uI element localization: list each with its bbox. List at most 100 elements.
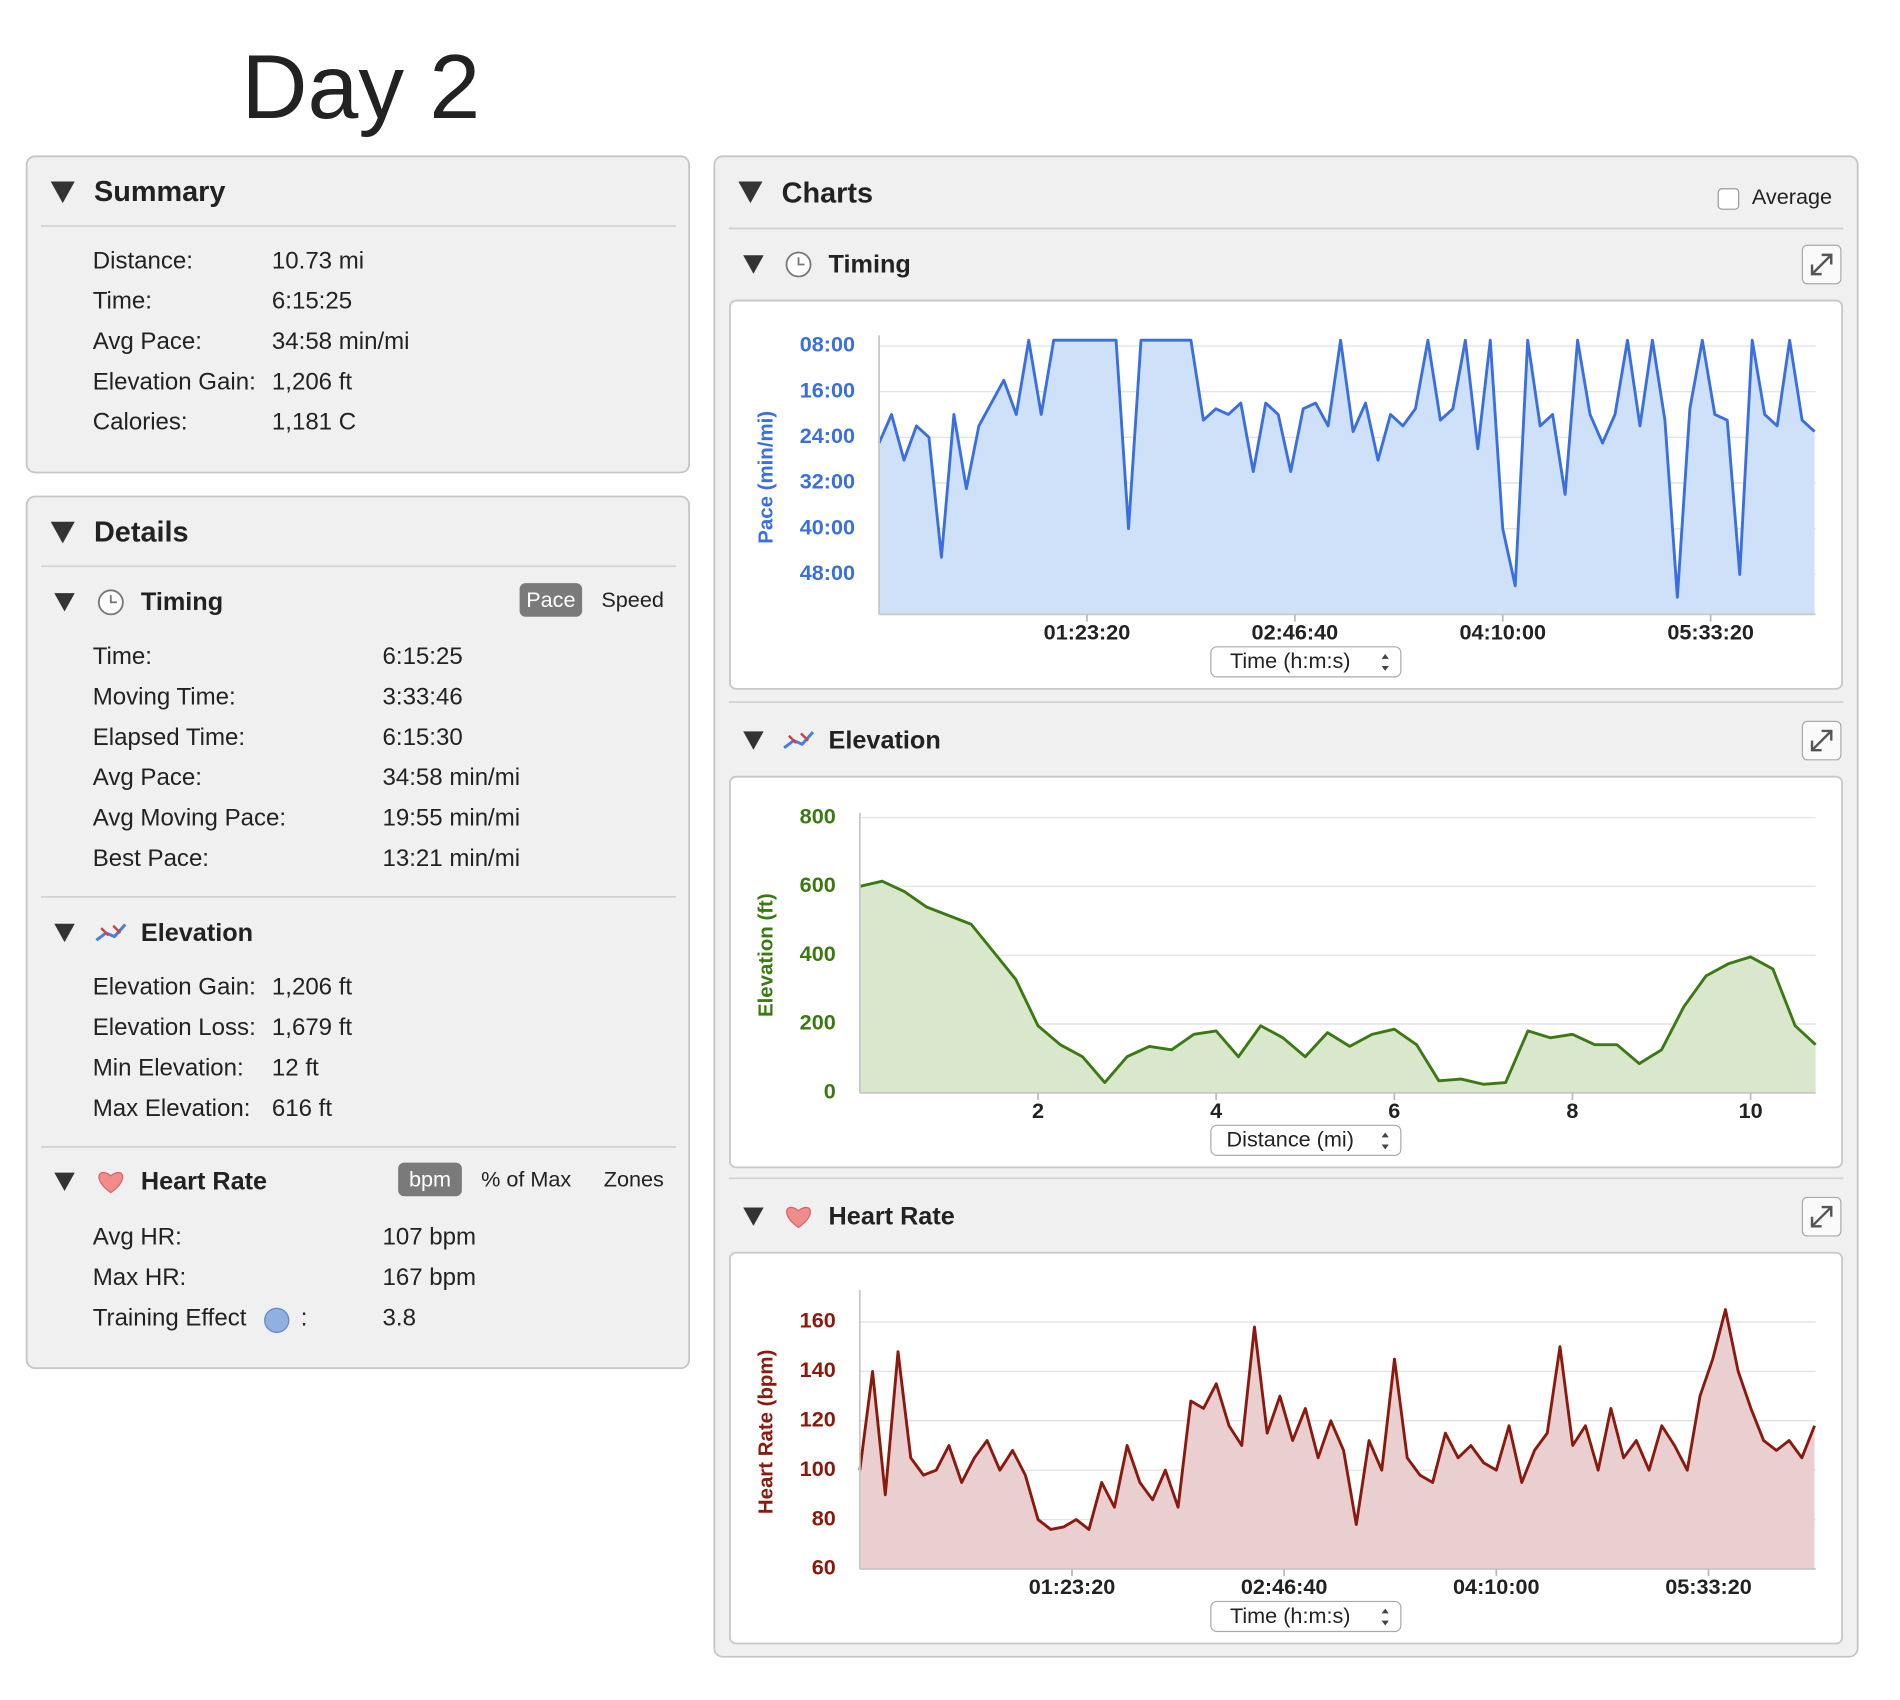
y-tick-label: 16:00 bbox=[800, 377, 855, 402]
toggle-selected[interactable] bbox=[398, 1162, 462, 1197]
x-tick-label: 05:33:20 bbox=[1667, 619, 1754, 644]
x-tick-label: 8 bbox=[1566, 1098, 1578, 1123]
average-checkbox[interactable] bbox=[1717, 188, 1740, 210]
field-value: 3:33:46 bbox=[383, 683, 463, 710]
y-tick-label: 08:00 bbox=[800, 332, 855, 357]
chart-title: Heart Rate bbox=[829, 1203, 955, 1231]
selector-arrows bbox=[1381, 1132, 1389, 1150]
toggle[interactable]: Zones bbox=[604, 1166, 664, 1191]
panel bbox=[25, 495, 691, 1370]
collapse-arrow[interactable] bbox=[50, 521, 75, 544]
y-tick-label: 60 bbox=[812, 1555, 836, 1580]
elevation-icon bbox=[95, 923, 127, 942]
field-label: Distance: bbox=[93, 247, 193, 274]
expand-icon bbox=[1810, 729, 1833, 752]
y-axis-label: Pace (min/mi) bbox=[756, 411, 778, 544]
y-tick-label: 400 bbox=[800, 941, 836, 966]
field-value: 12 ft bbox=[272, 1054, 319, 1081]
expand-icon bbox=[1810, 253, 1833, 276]
area-fill bbox=[859, 1309, 1815, 1569]
field-label: Avg Pace: bbox=[93, 764, 202, 791]
x-tick-label: 01:23:20 bbox=[1044, 619, 1131, 644]
heart-icon bbox=[786, 1206, 811, 1229]
toggle[interactable]: % of Max bbox=[481, 1166, 571, 1191]
help-icon[interactable] bbox=[264, 1307, 290, 1333]
collapse-arrow[interactable] bbox=[738, 181, 763, 204]
selector-arrows bbox=[1381, 1608, 1389, 1626]
x-tick-label: 6 bbox=[1388, 1098, 1400, 1123]
panel-title: Details bbox=[94, 516, 189, 548]
field-label: Elevation Loss: bbox=[93, 1014, 256, 1041]
field-label: Best Pace: bbox=[93, 845, 209, 872]
field-label: Calories: bbox=[93, 409, 188, 436]
clock-hands bbox=[109, 595, 117, 604]
y-tick-label: 24:00 bbox=[800, 423, 855, 448]
panel-title: Charts bbox=[782, 177, 873, 209]
toggle[interactable]: Speed bbox=[601, 587, 664, 612]
collapse-arrow[interactable] bbox=[54, 593, 75, 612]
x-axis-selector[interactable] bbox=[1210, 1124, 1402, 1156]
section-title: Heart Rate bbox=[141, 1168, 267, 1196]
data-line bbox=[859, 879, 1817, 1086]
y-tick-label: 200 bbox=[800, 1010, 836, 1035]
field-label: Min Elevation: bbox=[93, 1054, 244, 1081]
y-tick-label: 600 bbox=[800, 872, 836, 897]
toggle[interactable]: bpm bbox=[409, 1166, 451, 1191]
field-value: 10.73 mi bbox=[272, 247, 364, 274]
data-line bbox=[858, 1308, 1816, 1531]
panel bbox=[25, 155, 691, 474]
field-label: Avg HR: bbox=[93, 1224, 182, 1251]
field-label: Elapsed Time: bbox=[93, 724, 245, 751]
x-tick-label: 05:33:20 bbox=[1665, 1574, 1752, 1599]
section-title: Timing bbox=[141, 588, 223, 616]
field-value: 13:21 min/mi bbox=[383, 845, 521, 872]
collapse-arrow[interactable] bbox=[54, 923, 75, 943]
elevation-icon-mark bbox=[100, 924, 122, 937]
x-axis-selector[interactable] bbox=[1210, 646, 1402, 678]
x-axis-selector[interactable] bbox=[1210, 1600, 1402, 1633]
field-value: 107 bpm bbox=[383, 1224, 477, 1251]
field-value: 6:15:25 bbox=[383, 643, 463, 670]
toggle-selected[interactable] bbox=[519, 583, 583, 617]
x-tick-label: 04:10:00 bbox=[1459, 619, 1546, 644]
field-value: 167 bpm bbox=[383, 1264, 477, 1291]
elevation-icon bbox=[783, 731, 815, 750]
field-label: : bbox=[301, 1304, 308, 1331]
y-tick-label: 32:00 bbox=[800, 469, 855, 494]
field-label: Avg Moving Pace: bbox=[93, 805, 286, 832]
field-value: 616 ft bbox=[272, 1095, 332, 1122]
data-line bbox=[877, 338, 1816, 599]
x-tick-label: 02:46:40 bbox=[1241, 1574, 1328, 1599]
field-value: 3.8 bbox=[383, 1304, 416, 1331]
field-value: 1,206 ft bbox=[272, 974, 352, 1001]
collapse-arrow[interactable] bbox=[743, 1207, 764, 1226]
y-axis-label: Heart Rate (bpm) bbox=[756, 1350, 778, 1515]
x-tick-label: 04:10:00 bbox=[1453, 1574, 1540, 1599]
section-title: Elevation bbox=[141, 919, 253, 947]
y-tick-label: 40:00 bbox=[800, 514, 855, 539]
x-tick-label: 10 bbox=[1739, 1098, 1763, 1123]
area-fill bbox=[859, 881, 1816, 1093]
field-value: 34:58 min/mi bbox=[383, 764, 521, 791]
collapse-arrow[interactable] bbox=[743, 731, 764, 750]
chart-title: Timing bbox=[829, 250, 911, 278]
selector-arrows bbox=[1381, 654, 1389, 671]
y-axis-label: Elevation (ft) bbox=[756, 893, 778, 1017]
toggle[interactable]: Pace bbox=[526, 587, 575, 612]
y-tick-label: 120 bbox=[800, 1407, 836, 1432]
x-tick-label: 4 bbox=[1210, 1098, 1222, 1123]
checkbox-label: Average bbox=[1752, 184, 1832, 209]
field-label: Elevation Gain: bbox=[93, 368, 256, 395]
field-value: 1,679 ft bbox=[272, 1014, 352, 1041]
collapse-arrow[interactable] bbox=[743, 255, 764, 274]
collapse-arrow[interactable] bbox=[50, 181, 75, 204]
collapse-arrow[interactable] bbox=[54, 1172, 75, 1192]
field-label: Moving Time: bbox=[93, 683, 236, 710]
field-label: Avg Pace: bbox=[93, 328, 202, 355]
y-tick-label: 0 bbox=[824, 1079, 836, 1104]
y-tick-label: 800 bbox=[800, 803, 836, 828]
panel-title: Summary bbox=[94, 176, 225, 208]
x-tick-label: 2 bbox=[1032, 1098, 1044, 1123]
x-axis-selector-label: Time (h:m:s) bbox=[1230, 1603, 1351, 1628]
